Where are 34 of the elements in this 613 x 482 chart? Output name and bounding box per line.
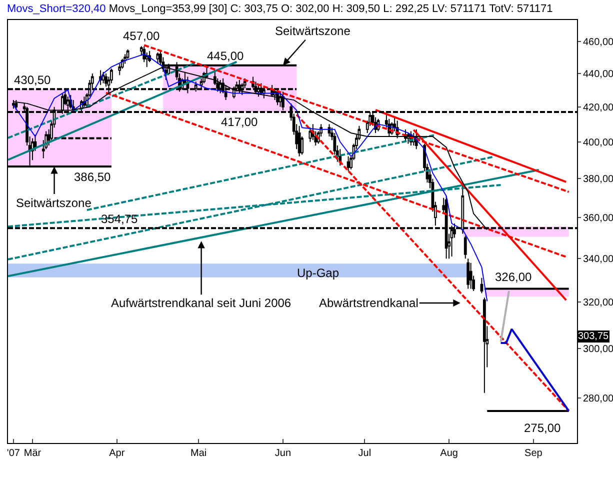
x-tick-label: Aug xyxy=(440,448,458,459)
y-tick-label: 320,00 xyxy=(583,298,613,309)
text: Movs_Short=320,40 xyxy=(7,3,106,15)
x-tick-label: Jul xyxy=(358,448,372,459)
text: 303,75 xyxy=(578,331,610,342)
x-tick-label: Jun xyxy=(274,448,292,459)
annotation: Aufwärtstrendkanal seit Juni 2006 xyxy=(111,296,292,310)
x-tick-label: Sep xyxy=(524,448,543,459)
annotation: Seitwärtszone xyxy=(16,196,92,210)
annotation: 445,00 xyxy=(207,49,244,63)
y-tick-label: 440,00 xyxy=(583,68,613,80)
x-tick-label: Apr xyxy=(109,448,126,459)
annotation: 275,00 xyxy=(524,421,562,435)
annotation: Seitwärtszone xyxy=(275,24,351,38)
y-tick-label: 400,00 xyxy=(583,137,613,148)
y-tick-label: 380,00 xyxy=(583,174,613,186)
x-tick-label: '07 xyxy=(6,448,20,459)
y-tick-label: 460,00 xyxy=(583,37,613,48)
annotation: 430,50 xyxy=(14,73,52,87)
x-tick-label: Mai xyxy=(190,448,207,459)
y-tick-label: 300,00 xyxy=(583,344,613,355)
y-tick-label: 420,00 xyxy=(583,102,613,114)
annotation: 326,00 xyxy=(495,270,532,284)
annotation: 386,50 xyxy=(74,170,112,184)
chart-title: [30] C: 303,75 O: 302,00 H: 309,50 L: 292,25 LV: 571171 TotV: 571171 xyxy=(208,3,553,15)
y-tick-label: 340,00 xyxy=(583,254,613,266)
text: Movs_Long=353,99 xyxy=(108,3,206,15)
annotation: Up-Gap xyxy=(297,266,340,280)
y-tick-label: 280,00 xyxy=(583,394,613,405)
annotation: Abwärtstrendkanal xyxy=(319,296,418,310)
y-tick-label: 360,00 xyxy=(583,213,613,224)
x-tick-label: Mär xyxy=(24,448,42,459)
annotation: 417,00 xyxy=(221,115,258,129)
annotation: 457,00 xyxy=(123,29,160,43)
